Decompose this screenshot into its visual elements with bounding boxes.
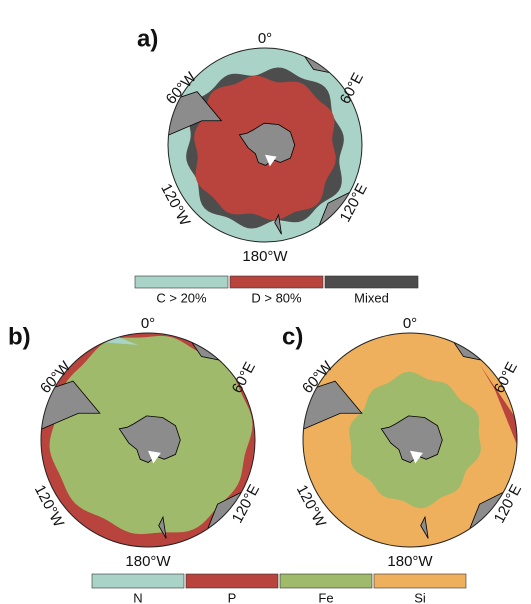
land <box>168 91 223 136</box>
longitude-label: 0° <box>258 30 272 47</box>
legend-swatch <box>134 275 229 289</box>
map-border <box>167 47 363 243</box>
longitude-label: 180°W <box>387 553 433 570</box>
legend-swatch <box>91 573 185 589</box>
land <box>41 380 101 430</box>
map <box>168 48 362 242</box>
legend-swatch <box>373 573 467 589</box>
ice-shelf <box>148 450 161 464</box>
legend-label: C > 20% <box>156 290 207 305</box>
legend-swatch <box>324 275 419 289</box>
legend-label: D > 80% <box>251 290 302 305</box>
legend-swatch <box>185 573 279 589</box>
ice-shelf <box>410 450 423 464</box>
legend-label: N <box>133 590 142 604</box>
longitude-label: 0° <box>403 315 417 332</box>
map <box>41 333 255 547</box>
map <box>303 333 517 547</box>
legend-label: Si <box>414 590 426 604</box>
land <box>158 515 167 539</box>
legend-swatch <box>279 573 373 589</box>
land <box>274 213 282 235</box>
panel-label: b) <box>8 323 31 350</box>
legend-swatch <box>229 275 324 289</box>
longitude-label: 180°W <box>125 553 171 570</box>
map-border <box>302 332 518 548</box>
ice-shelf <box>265 154 277 167</box>
land <box>420 515 429 539</box>
longitude-label: 60°E <box>337 70 367 107</box>
legend-label: Mixed <box>354 290 389 305</box>
panel-label: c) <box>282 323 303 350</box>
panel-label: a) <box>137 25 158 52</box>
longitude-label: 60°E <box>491 359 521 396</box>
longitude-label: 0° <box>141 315 155 332</box>
map-border <box>40 332 256 548</box>
land <box>303 380 363 430</box>
longitude-label: 60°E <box>229 359 259 396</box>
legend-label: P <box>228 590 237 604</box>
longitude-label: 180°W <box>242 248 288 265</box>
legend-label: Fe <box>318 590 333 604</box>
